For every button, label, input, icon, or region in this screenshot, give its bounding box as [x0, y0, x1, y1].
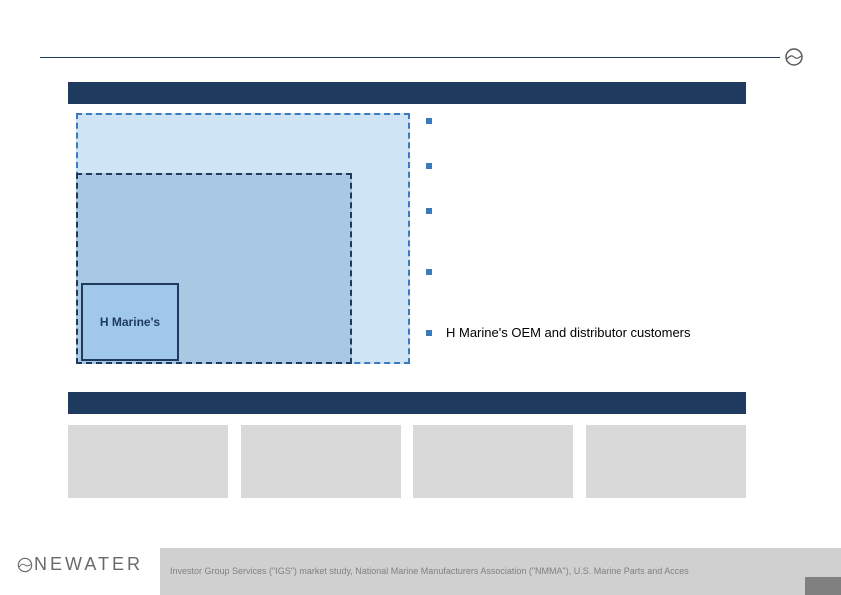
logo-tile: [241, 425, 401, 498]
onewater-logo: NEWATER: [17, 554, 143, 575]
footer-logo-area: NEWATER: [0, 548, 160, 595]
section-header-2: [68, 392, 746, 414]
bullet-icon: [426, 330, 432, 336]
bullet-list: H Marine's OEM and distributor customers: [426, 113, 746, 368]
logo-tile: [413, 425, 573, 498]
bullet-item: [426, 158, 746, 169]
page-number-tab: [805, 577, 841, 595]
logo-tile: [68, 425, 228, 498]
title-rule: [40, 57, 780, 58]
section-header-1: [68, 82, 746, 104]
bullet-icon: [426, 163, 432, 169]
bullet-item: [426, 113, 746, 124]
bullet-item: H Marine's OEM and distributor customers: [426, 325, 746, 342]
bullet-icon: [426, 208, 432, 214]
market-box-inner-label: H Marine's: [100, 315, 160, 329]
logo-tiles: [68, 425, 746, 498]
market-box-inner: H Marine's: [81, 283, 179, 361]
bullet-item: [426, 264, 746, 275]
footer-source-text: Investor Group Services ("IGS") market s…: [170, 566, 689, 576]
bullet-text: H Marine's OEM and distributor customers: [446, 325, 691, 342]
logo-tile: [586, 425, 746, 498]
market-diagram: H Marine's: [76, 113, 410, 364]
footer: NEWATER Investor Group Services ("IGS") …: [0, 548, 841, 595]
bullet-icon: [426, 269, 432, 275]
bullet-icon: [426, 118, 432, 124]
footer-logo-text: NEWATER: [34, 554, 143, 575]
slide: H Marine's H Marine's OEM and distributo…: [0, 0, 841, 595]
bullet-item: [426, 203, 746, 214]
wave-icon: [785, 48, 803, 66]
